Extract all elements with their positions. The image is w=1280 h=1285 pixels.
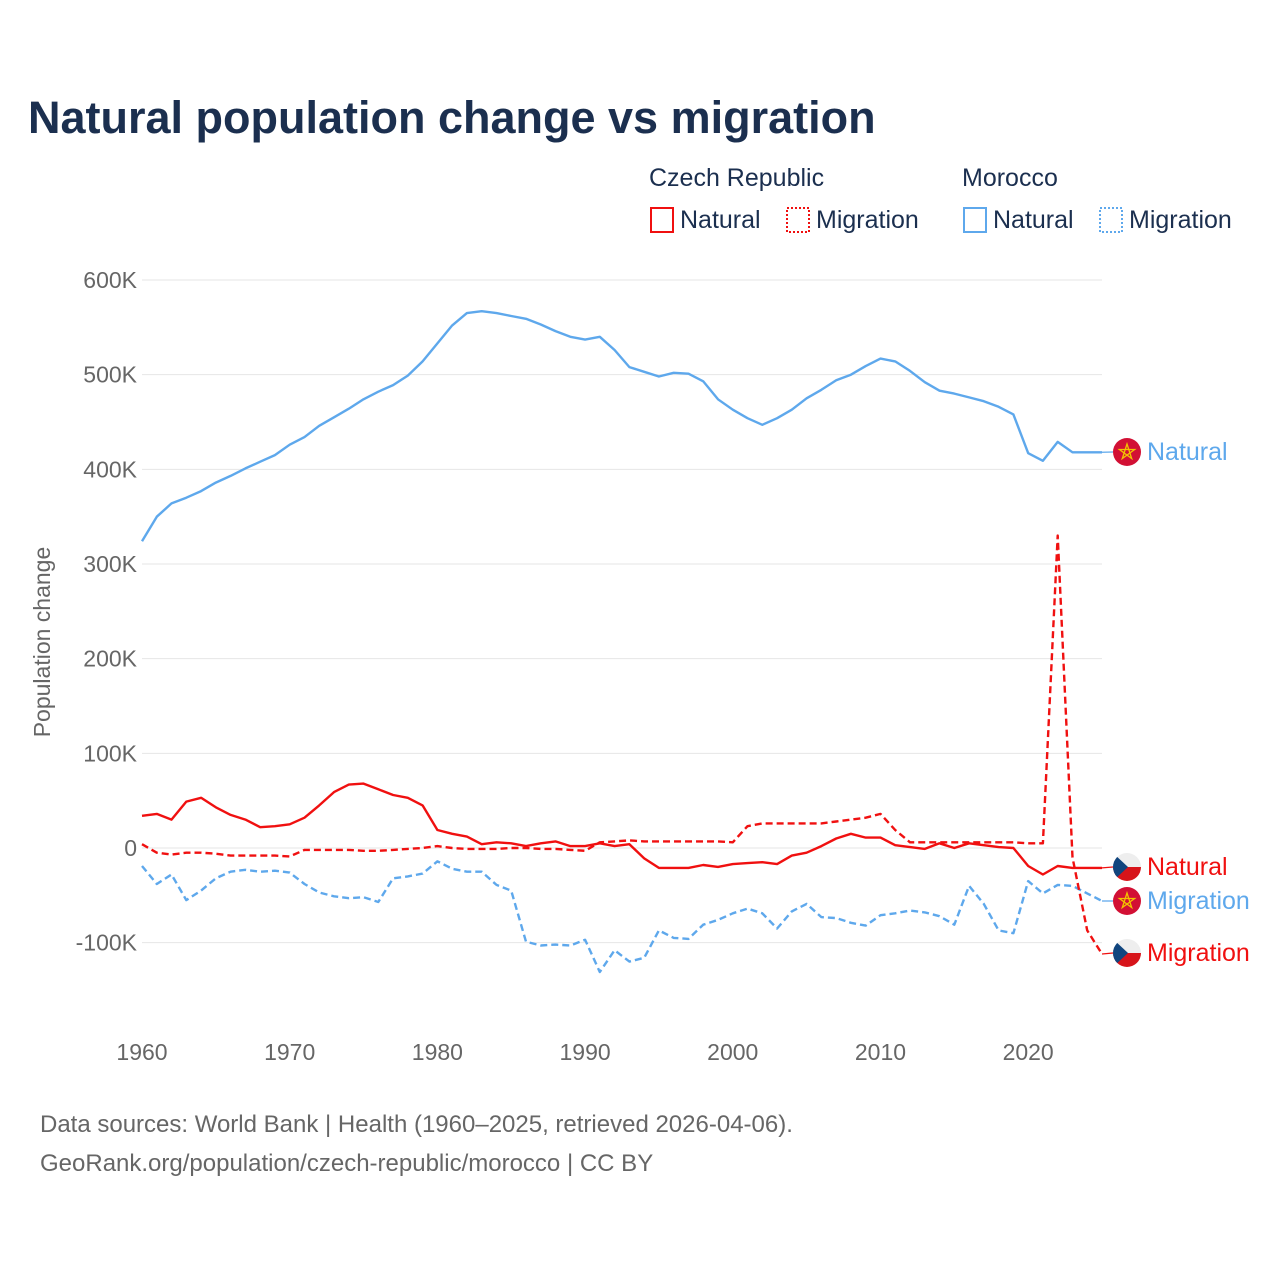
x-tick-label: 2020 bbox=[1003, 1039, 1054, 1065]
legend-label-morocco-migration: Migration bbox=[1129, 206, 1232, 234]
chart-title: Natural population change vs migration bbox=[28, 92, 876, 143]
x-tick-label: 1970 bbox=[264, 1039, 315, 1065]
legend-label-czech-migration: Migration bbox=[816, 206, 919, 234]
line-czech-migration bbox=[142, 536, 1102, 954]
line-morocco-migration bbox=[142, 861, 1102, 972]
y-tick-label: 0 bbox=[124, 835, 137, 861]
end-label-czech-migration: Migration bbox=[1147, 939, 1250, 967]
czech-flag-icon bbox=[1113, 939, 1141, 967]
footer-link[interactable]: GeoRank.org/population/czech-republic/mo… bbox=[40, 1150, 653, 1177]
legend-label-czech-natural: Natural bbox=[680, 206, 761, 234]
x-tick-label: 2000 bbox=[707, 1039, 758, 1065]
x-tick-label: 1990 bbox=[559, 1039, 610, 1065]
series-lines bbox=[142, 311, 1102, 972]
end-label-morocco-migration: Migration bbox=[1147, 887, 1250, 915]
line-morocco-natural bbox=[142, 311, 1102, 541]
y-tick-label: -100K bbox=[76, 930, 138, 956]
czech-flag-icon bbox=[1113, 853, 1141, 881]
legend-group-morocco: Morocco bbox=[962, 164, 1058, 192]
legend-swatch-czech-migration bbox=[787, 208, 809, 232]
y-tick-label: 400K bbox=[83, 456, 137, 482]
legend: Czech Republic Morocco Natural Migration… bbox=[649, 164, 1232, 234]
y-tick-label: 200K bbox=[83, 646, 137, 672]
label-connector bbox=[1102, 953, 1113, 954]
y-axis-label: Population change bbox=[29, 547, 55, 738]
x-tick-label: 1980 bbox=[412, 1039, 463, 1065]
morocco-flag-icon bbox=[1113, 887, 1141, 915]
end-label-czech-natural: Natural bbox=[1147, 853, 1228, 881]
end-labels: Natural Natural Migration Migration bbox=[1102, 438, 1250, 967]
x-tick-label: 2010 bbox=[855, 1039, 906, 1065]
legend-swatch-morocco-natural bbox=[964, 208, 986, 232]
end-label-morocco-natural: Natural bbox=[1147, 438, 1228, 466]
label-connector bbox=[1102, 867, 1113, 868]
legend-swatch-morocco-migration bbox=[1100, 208, 1122, 232]
legend-group-czech: Czech Republic bbox=[649, 164, 824, 192]
y-axis-ticks: 600K 500K 400K 300K 200K 100K 0 -100K bbox=[76, 267, 138, 956]
line-czech-natural bbox=[142, 784, 1102, 875]
y-tick-label: 300K bbox=[83, 551, 137, 577]
y-tick-label: 600K bbox=[83, 267, 137, 293]
x-tick-label: 1960 bbox=[116, 1039, 167, 1065]
y-tick-label: 500K bbox=[83, 362, 137, 388]
y-tick-label: 100K bbox=[83, 740, 137, 766]
footer-source: Data sources: World Bank | Health (1960–… bbox=[40, 1111, 793, 1138]
legend-label-morocco-natural: Natural bbox=[993, 206, 1074, 234]
x-axis-ticks: 1960 1970 1980 1990 2000 2010 2020 bbox=[116, 1039, 1053, 1065]
morocco-flag-icon bbox=[1113, 438, 1141, 466]
legend-swatch-czech-natural bbox=[651, 208, 673, 232]
